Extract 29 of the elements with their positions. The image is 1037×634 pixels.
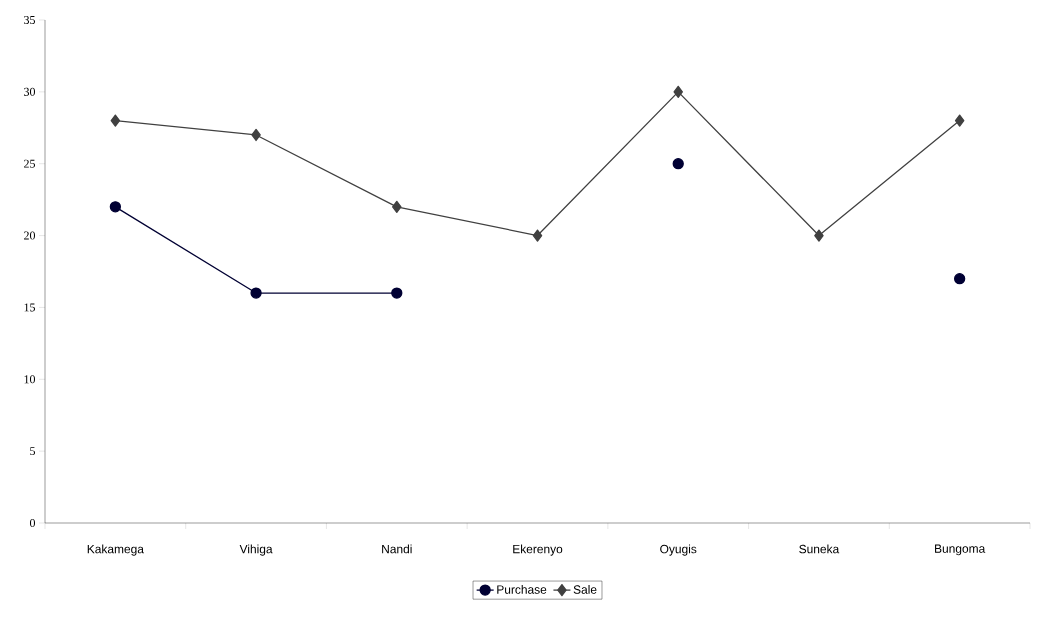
legend-label: Purchase xyxy=(497,585,547,594)
x-tick-label: Kakamega xyxy=(87,544,144,556)
x-tick-label: Bungoma xyxy=(935,544,986,556)
legend-label: Sale xyxy=(573,585,597,594)
x-tick-label: Ekerenyo xyxy=(513,544,563,556)
y-tick-label: 10 xyxy=(24,375,36,384)
x-tick-label: Oyugis xyxy=(660,544,697,556)
x-tick-label: Vihiga xyxy=(239,544,273,556)
y-tick-label: 20 xyxy=(24,231,36,240)
y-tick-label: 0 xyxy=(29,518,36,528)
point xyxy=(954,114,965,127)
point xyxy=(532,229,543,242)
y-tick-label: 35 xyxy=(24,15,36,25)
point xyxy=(391,287,403,299)
point xyxy=(392,200,402,213)
point xyxy=(109,201,122,213)
point xyxy=(250,287,262,299)
y-tick-label: 25 xyxy=(24,159,36,168)
point xyxy=(672,158,684,170)
point xyxy=(673,85,683,99)
point xyxy=(954,273,966,285)
y-tick-label: 30 xyxy=(24,87,36,96)
point xyxy=(814,229,824,242)
y-tick-label: 15 xyxy=(24,303,36,312)
point xyxy=(251,128,261,142)
x-tick-label: Suneka xyxy=(799,544,840,554)
point xyxy=(110,114,121,127)
x-tick-label: Nandi xyxy=(382,544,412,554)
y-tick-label: 5 xyxy=(30,447,36,456)
